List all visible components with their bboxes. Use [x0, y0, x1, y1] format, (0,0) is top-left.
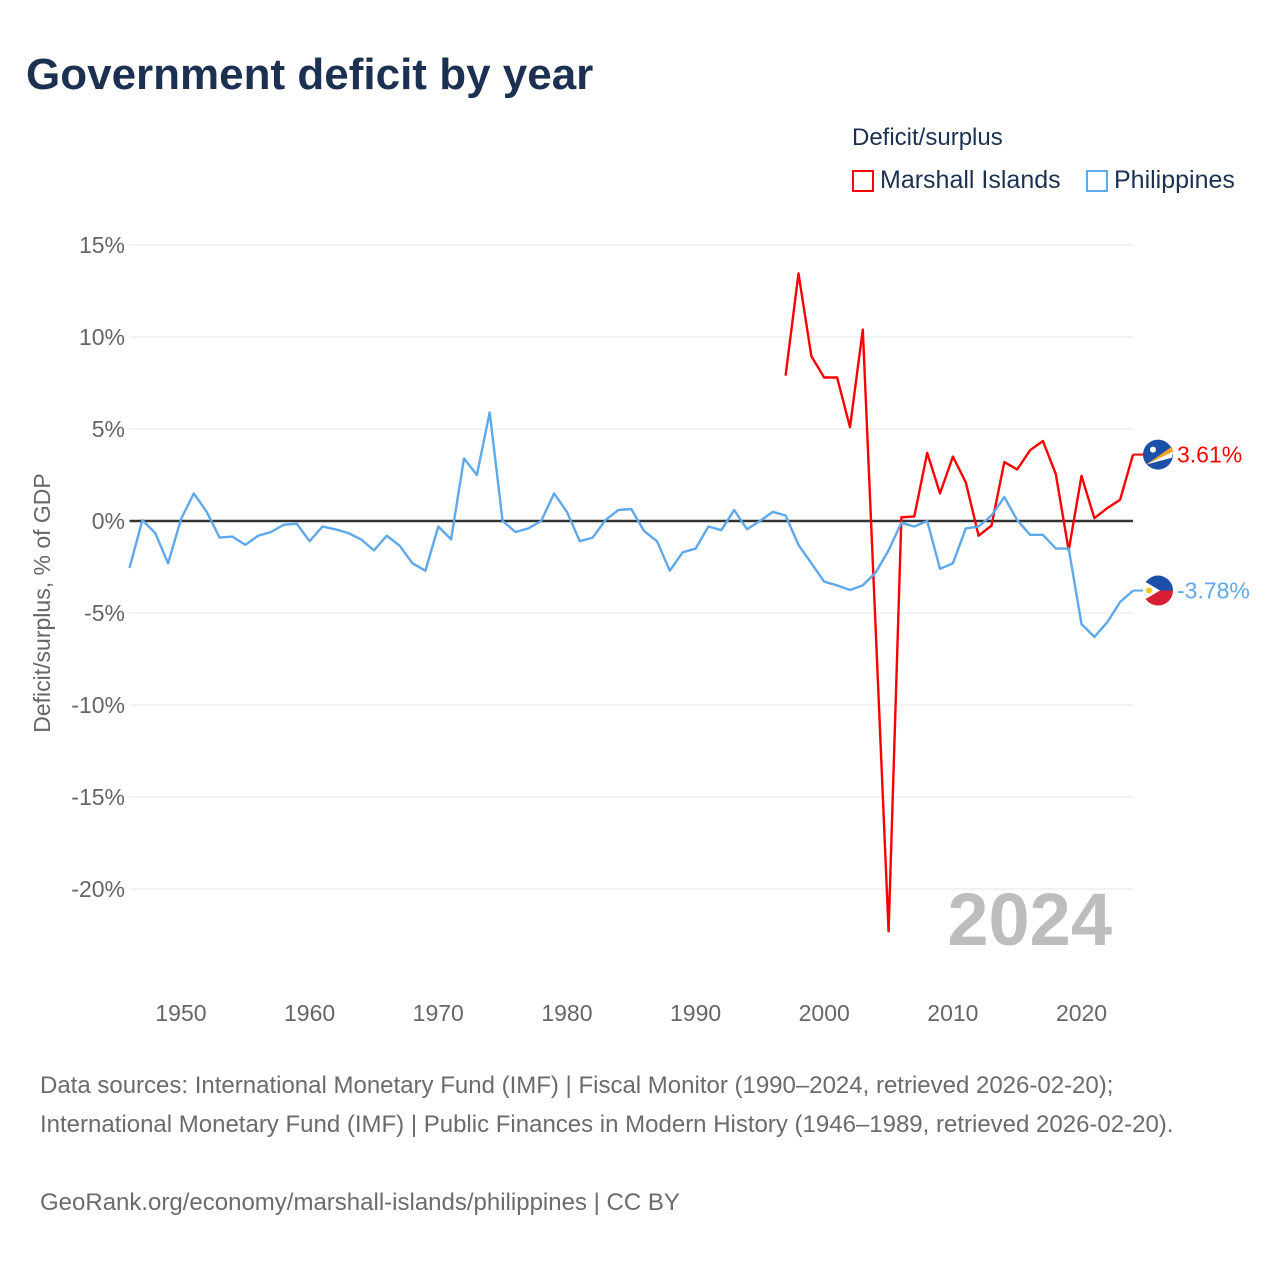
legend-item-marshall-islands[interactable]: Marshall Islands	[852, 166, 1061, 195]
attribution: GeoRank.org/economy/marshall-islands/phi…	[40, 1189, 680, 1216]
y-axis-label: Deficit/surplus, % of GDP	[29, 473, 55, 732]
flag-stripe-orange	[1146, 446, 1173, 465]
x-tick-label: 2020	[1056, 1000, 1107, 1026]
series-line-philippines	[128, 411, 1134, 639]
data-sources: Data sources: International Monetary Fun…	[40, 1072, 1174, 1138]
line-chart: 15% 10% 5% 0% -5% -10% -15% -20% 1950 1960 1970 198…	[29, 232, 1250, 1026]
legend-label: Philippines	[1114, 166, 1235, 194]
legend-title: Deficit/surplus	[852, 124, 1003, 151]
x-tick-label: 1990	[670, 1000, 721, 1026]
x-tick-label: 2010	[927, 1000, 978, 1026]
legend-swatch	[1086, 169, 1108, 192]
end-value-label: -3.78%	[1177, 578, 1250, 604]
x-tick-label: 2000	[799, 1000, 850, 1026]
y-tick-label: -15%	[71, 784, 125, 810]
y-tick-label: 5%	[92, 416, 125, 442]
year-watermark: 2024	[947, 878, 1112, 961]
legend-label: Marshall Islands	[880, 166, 1061, 194]
flag-sun	[1146, 587, 1152, 594]
legend-swatch	[852, 169, 874, 192]
x-tick-label: 1970	[413, 1000, 464, 1026]
legend-item-philippines[interactable]: Philippines	[1086, 166, 1235, 195]
y-tick-label: 15%	[79, 232, 125, 258]
x-tick-label: 1960	[284, 1000, 335, 1026]
flag-star	[1150, 446, 1156, 453]
y-tick-label: -20%	[71, 876, 125, 902]
x-tick-label: 1980	[541, 1000, 592, 1026]
end-value-label: 3.61%	[1177, 442, 1242, 468]
flag-stripe-white	[1146, 451, 1173, 465]
x-tick-label: 1950	[155, 1000, 206, 1026]
y-tick-label: 10%	[79, 324, 125, 350]
chart-title: Government deficit by year	[26, 50, 594, 99]
series-line-marshall-islands	[784, 272, 1135, 933]
y-tick-label: -10%	[71, 692, 125, 718]
y-tick-label: 0%	[92, 508, 125, 534]
y-tick-label: -5%	[84, 600, 125, 626]
